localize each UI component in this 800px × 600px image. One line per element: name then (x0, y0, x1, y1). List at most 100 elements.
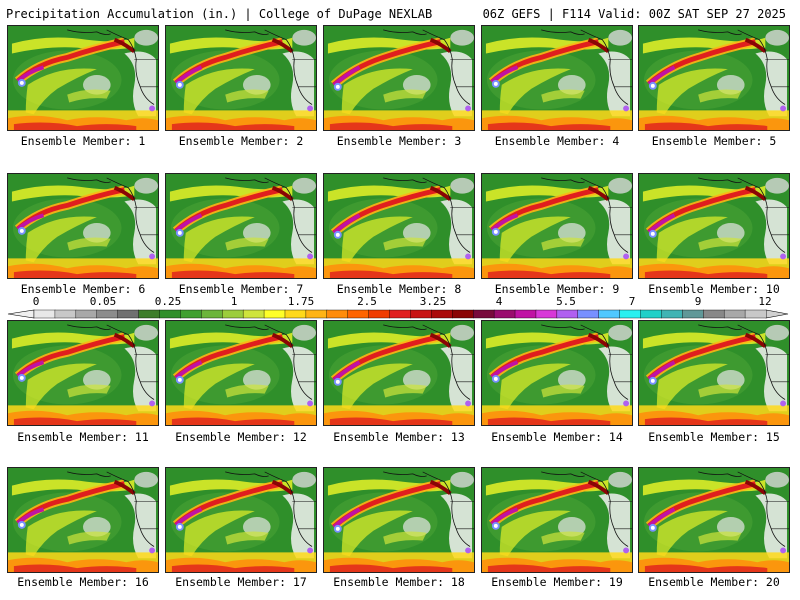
colorbar-swatch (368, 309, 391, 319)
precip-map-image (639, 174, 789, 278)
colorbar-swatch (222, 309, 244, 319)
colorbar-swatch (263, 309, 286, 319)
ensemble-member-map (165, 320, 317, 426)
colorbar-tick-label: 1.75 (287, 295, 315, 308)
colorbar-swatch (138, 309, 160, 319)
ensemble-member-label: Ensemble Member: 13 (333, 430, 465, 444)
colorbar-swatch (284, 309, 307, 319)
colorbar-tick-label: 0 (32, 295, 40, 308)
precip-map-image (166, 468, 316, 572)
colorbar-tick-label: 9 (694, 295, 702, 308)
precip-map-image (482, 26, 632, 130)
precip-map-image (482, 321, 632, 425)
ensemble-member-label: Ensemble Member: 1 (20, 134, 146, 148)
colorbar-swatch (180, 309, 202, 319)
chart-title: Precipitation Accumulation (in.) | Colle… (6, 7, 433, 21)
precip-map-image (8, 468, 158, 572)
ensemble-member-label: Ensemble Member: 5 (651, 134, 777, 148)
ensemble-member-label: Ensemble Member: 9 (494, 282, 620, 296)
colorbar-swatch (661, 309, 683, 319)
precip-map-image (8, 26, 158, 130)
colorbar-swatch (723, 309, 746, 319)
precip-map-image (8, 174, 158, 278)
colorbar-swatch (682, 309, 704, 319)
colorbar-tick-label: 3.25 (419, 295, 447, 308)
ensemble-member-map (7, 320, 159, 426)
precip-map-image (482, 174, 632, 278)
precip-colorbar: 0 0.05 0.25 1 1.75 2.5 3.25 4 5.5 7 9 12 (0, 296, 800, 320)
precip-map-image (324, 321, 474, 425)
precip-map-image (639, 321, 789, 425)
colorbar-swatch (96, 309, 119, 319)
ensemble-member-map (7, 467, 159, 573)
colorbar-swatch (744, 309, 767, 319)
ensemble-member-label: Ensemble Member: 14 (491, 430, 623, 444)
colorbar-swatch (640, 309, 662, 319)
precip-map-image (324, 468, 474, 572)
precip-map-image (166, 174, 316, 278)
ensemble-member-label: Ensemble Member: 16 (17, 575, 149, 589)
precip-map-image (324, 26, 474, 130)
ensemble-member-map (481, 25, 633, 131)
ensemble-member-label: Ensemble Member: 12 (175, 430, 307, 444)
ensemble-member-map (165, 467, 317, 573)
colorbar-swatch (347, 309, 370, 319)
ensemble-member-label: Ensemble Member: 15 (648, 430, 780, 444)
colorbar-swatch (389, 309, 411, 319)
ensemble-member-map (638, 320, 790, 426)
colorbar-swatch (326, 309, 349, 319)
colorbar-swatch (159, 309, 181, 319)
colorbar-tick-label: 0.05 (89, 295, 117, 308)
colorbar-swatch (493, 309, 516, 319)
ensemble-member-label: Ensemble Member: 4 (494, 134, 620, 148)
colorbar-tick-label: 5.5 (556, 295, 576, 308)
colorbar-tick-label: 12 (758, 295, 772, 308)
colorbar-swatch (556, 309, 579, 319)
ensemble-member-map (481, 467, 633, 573)
precip-map-image (639, 26, 789, 130)
colorbar-swatch (452, 309, 474, 319)
colorbar-swatch (473, 309, 495, 319)
ensemble-member-map (638, 467, 790, 573)
colorbar-swatch (242, 309, 265, 319)
colorbar-swatch (598, 309, 621, 319)
ensemble-member-map (481, 173, 633, 279)
ensemble-member-label: Ensemble Member: 6 (20, 282, 146, 296)
colorbar-swatch (431, 309, 453, 319)
colorbar-swatch (619, 309, 642, 319)
ensemble-member-map (323, 25, 475, 131)
ensemble-member-label: Ensemble Member: 20 (648, 575, 780, 589)
colorbar-swatch (577, 309, 600, 319)
colorbar-swatch (201, 309, 223, 319)
precip-map-image (324, 174, 474, 278)
colorbar-swatch (410, 309, 432, 319)
ensemble-member-map (323, 173, 475, 279)
ensemble-member-label: Ensemble Member: 7 (178, 282, 304, 296)
ensemble-member-map (165, 173, 317, 279)
colorbar-swatch (703, 309, 725, 319)
colorbar-swatch (75, 309, 98, 319)
ensemble-member-label: Ensemble Member: 19 (491, 575, 623, 589)
colorbar-swatch (514, 309, 537, 319)
ensemble-member-label: Ensemble Member: 18 (333, 575, 465, 589)
colorbar-swatch (33, 309, 56, 319)
ensemble-member-label: Ensemble Member: 10 (648, 282, 780, 296)
ensemble-member-label: Ensemble Member: 17 (175, 575, 307, 589)
ensemble-member-label: Ensemble Member: 3 (336, 134, 462, 148)
ensemble-member-label: Ensemble Member: 8 (336, 282, 462, 296)
ensemble-member-map (638, 173, 790, 279)
ensemble-member-label: Ensemble Member: 11 (17, 430, 149, 444)
ensemble-member-map (165, 25, 317, 131)
precip-map-image (482, 468, 632, 572)
ensemble-member-map (7, 173, 159, 279)
precip-map-image (8, 321, 158, 425)
colorbar-tick-label: 1 (230, 295, 238, 308)
ensemble-member-map (323, 467, 475, 573)
colorbar-tick-label: 0.25 (154, 295, 182, 308)
colorbar-swatch (117, 309, 140, 319)
colorbar-tick-label: 2.5 (357, 295, 377, 308)
colorbar-swatch (54, 309, 77, 319)
precip-map-image (639, 468, 789, 572)
colorbar-tick-label: 4 (495, 295, 503, 308)
ensemble-member-map (638, 25, 790, 131)
